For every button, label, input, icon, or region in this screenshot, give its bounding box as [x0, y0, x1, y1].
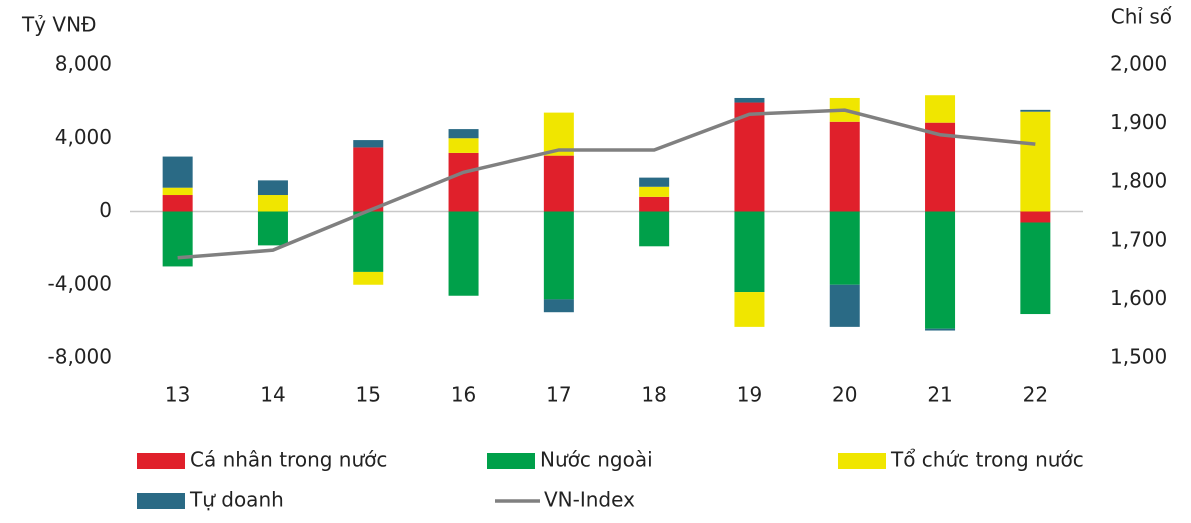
- y2-tick-label: 1,900: [1110, 110, 1167, 134]
- x-tick-label: 16: [451, 383, 476, 407]
- bar-segment: [162, 187, 193, 196]
- bar-segment: [734, 97, 765, 103]
- bar-segment: [639, 196, 670, 212]
- bar-segment: [639, 186, 670, 197]
- bar-segment: [925, 122, 956, 212]
- x-tick-label: 22: [1023, 383, 1048, 407]
- bar-segment: [829, 284, 860, 327]
- legend-swatch: [838, 453, 886, 469]
- legend-label: Nước ngoài: [540, 448, 653, 472]
- y-axis-label: Tỷ VNĐ: [21, 13, 97, 37]
- y2-tick-label: 1,800: [1110, 169, 1167, 193]
- bar-segment: [353, 147, 384, 212]
- x-tick-label: 15: [356, 383, 381, 407]
- bar-segment: [448, 211, 479, 296]
- bar-segment: [925, 211, 956, 329]
- bar-segment: [162, 195, 193, 212]
- legend-swatch: [137, 493, 185, 509]
- legend-label: Tổ chức trong nước: [890, 448, 1084, 472]
- bar-segment: [829, 121, 860, 212]
- y2-tick-label: 1,700: [1110, 227, 1167, 251]
- y-tick-label: 0: [99, 198, 112, 222]
- bar-segment: [543, 211, 574, 300]
- bar-segment: [543, 155, 574, 212]
- legend-swatch: [487, 453, 535, 469]
- x-tick-label: 17: [546, 383, 571, 407]
- bar-segment: [543, 299, 574, 313]
- x-tick-label: 14: [260, 383, 285, 407]
- bar-segment: [925, 95, 956, 123]
- x-tick-label: 19: [737, 383, 762, 407]
- bar-segment: [925, 328, 956, 331]
- y-tick-label: 4,000: [55, 125, 112, 149]
- x-tick-label: 21: [927, 383, 952, 407]
- bar-segment: [829, 211, 860, 285]
- bar-segment: [1020, 222, 1051, 315]
- bar-segment: [1020, 109, 1051, 112]
- bar-segment: [734, 292, 765, 327]
- y2-tick-label: 1,500: [1110, 345, 1167, 369]
- bar-segment: [353, 271, 384, 285]
- legend-label: Tự doanh: [189, 488, 284, 512]
- bar-segment: [1020, 111, 1051, 212]
- legend-label: Cá nhân trong nước: [190, 448, 387, 472]
- y2-axis-label: Chỉ số: [1111, 5, 1173, 29]
- bar-segment: [353, 211, 384, 272]
- bar-segment: [734, 102, 765, 212]
- bar-segment: [639, 177, 670, 187]
- x-tick-label: 18: [641, 383, 666, 407]
- bar-segment: [353, 140, 384, 148]
- legend-swatch: [137, 453, 185, 469]
- bar-segment: [448, 129, 479, 139]
- line-series: [177, 108, 1036, 260]
- bar-segment: [639, 211, 670, 247]
- bar-segment: [162, 156, 193, 188]
- legend-label: VN-Index: [544, 488, 635, 512]
- y-tick-label: -8,000: [48, 345, 112, 369]
- bar-segment: [257, 180, 288, 196]
- x-tick-label: 20: [832, 383, 857, 407]
- x-tick-label: 13: [165, 383, 190, 407]
- y-tick-label: 8,000: [55, 52, 112, 76]
- bar-segment: [448, 138, 479, 153]
- y-tick-label: -4,000: [48, 271, 112, 295]
- bar-segment: [1020, 211, 1051, 223]
- bar-segment: [257, 195, 288, 212]
- y2-tick-label: 1,600: [1110, 286, 1167, 310]
- bar-segment: [448, 152, 479, 212]
- y2-tick-label: 2,000: [1110, 52, 1167, 76]
- bar-segment: [257, 211, 288, 246]
- bar-segment: [734, 211, 765, 293]
